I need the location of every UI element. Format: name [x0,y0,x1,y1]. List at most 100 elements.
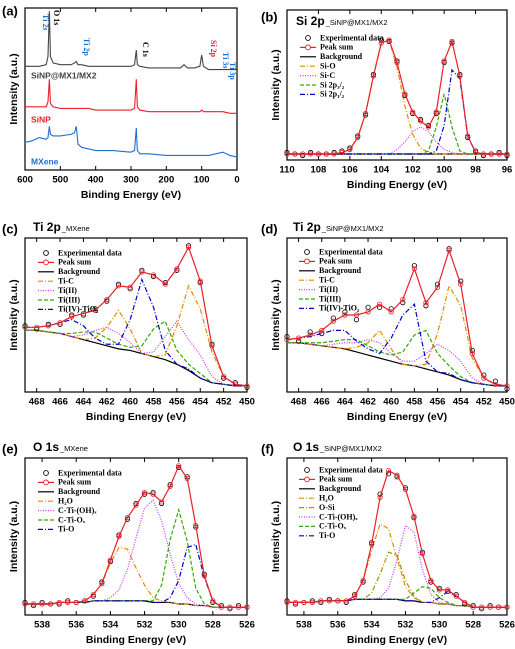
x-tick-label: 528 [465,620,481,631]
data-point [410,109,416,115]
series-line [25,320,247,387]
data-point [99,580,105,587]
legend-label: H₂O [319,494,334,503]
legend-label: O-Si [319,503,335,512]
plot-frame [286,9,508,161]
data-point [300,152,306,159]
panel-subtitle: _SiNP@MX1/MX2 [325,18,388,27]
panel: (d) Ti 2p _SiNP@MX1/MX2 468 466 464 462 460 458 4… [261,220,515,423]
data-point [492,378,499,384]
data-point [446,247,452,253]
plot-frame [24,457,248,616]
data-point [80,310,87,317]
data-point [218,604,224,610]
data-point [48,601,54,607]
legend-label: Ti-C [58,277,74,286]
series-line [25,320,247,387]
x-tick-label: 538 [34,620,50,631]
data-point [481,375,487,381]
data-point [309,599,315,606]
legend-label: Ti(IV)-TiO₂ [319,304,360,313]
data-point [330,318,336,324]
data-point [39,599,45,606]
x-tick-label: 464 [337,397,354,408]
data-point [107,557,113,563]
data-point [472,149,479,156]
data-point [504,386,510,392]
x-tick-label: 400 [88,175,104,186]
x-tick-label: 526 [499,620,515,631]
x-axis-label: Binding Energy (eV) [86,634,186,646]
x-tick-label: 450 [499,397,515,408]
legend-label: Ti(IV)-TiO₂ [58,305,99,314]
x-tick-label: 454 [453,397,470,408]
data-point [116,533,122,540]
data-point [496,149,502,156]
data-point [342,312,348,318]
series-line [287,524,507,608]
data-point [292,151,298,157]
panel-title: O 1s [293,440,319,454]
data-point [480,151,487,157]
panel-subtitle: _SiNP@MX1/MX2 [321,224,384,233]
x-tick-label: 526 [239,620,255,631]
data-point [45,321,51,327]
data-point [347,146,353,153]
data-point [436,587,442,593]
data-point [221,373,227,380]
data-point [307,332,313,338]
data-point [326,598,332,604]
data-point [330,315,336,321]
panel-subtitle: _MXene [61,224,90,233]
legend-label: C-Ti-Oₓ [319,522,347,531]
peak-annotation: Ti 3p [228,62,237,80]
data-point [104,296,110,303]
data-point [352,593,358,599]
data-point [488,151,494,157]
data-point [284,599,290,606]
x-tick-label: 104 [373,165,390,176]
data-point [472,148,479,154]
data-point [22,323,28,329]
data-point [378,37,384,43]
x-tick-label: 456 [169,397,185,408]
data-point [227,604,233,610]
data-point [411,513,417,519]
data-point [301,599,307,606]
data-point [22,599,28,606]
data-point [124,515,131,521]
legend-marker [304,467,310,473]
data-point [159,499,165,505]
data-point [284,149,290,156]
data-point [487,602,493,609]
peak-annotation: Ti 3s [221,52,230,69]
data-point [30,601,37,607]
data-point [176,463,182,469]
x-axis-label: Binding Energy (eV) [347,634,447,646]
data-point [441,58,447,64]
peak-annotation: Ti 2s [41,14,50,31]
legend-marker [43,479,49,486]
x-tick-label: 452 [476,397,492,408]
data-point [385,467,392,474]
legend-label: C-Ti-Oₓ [58,515,86,524]
data-point [411,266,417,272]
legend-label: Background [319,484,362,493]
data-point [244,384,250,390]
data-point [400,296,406,303]
legend-label: C-Ti-(OH)ₓ [319,512,358,521]
x-axis-label: Binding Energy (eV) [347,179,447,191]
panel-label: (a) [2,3,18,18]
data-point [127,284,133,290]
plot-frame [24,237,248,393]
legend-label: Ti(III) [58,295,80,304]
legend-label: Ti(II) [58,286,77,295]
legend-label: Experimental data [319,247,383,256]
panel-label: (c) [2,221,18,236]
y-axis-label: Intensity (a.u.) [8,53,20,124]
data-point [458,281,464,287]
data-point [370,73,377,79]
data-point [495,604,502,610]
data-point [115,283,122,289]
x-tick-label: 538 [296,620,312,631]
